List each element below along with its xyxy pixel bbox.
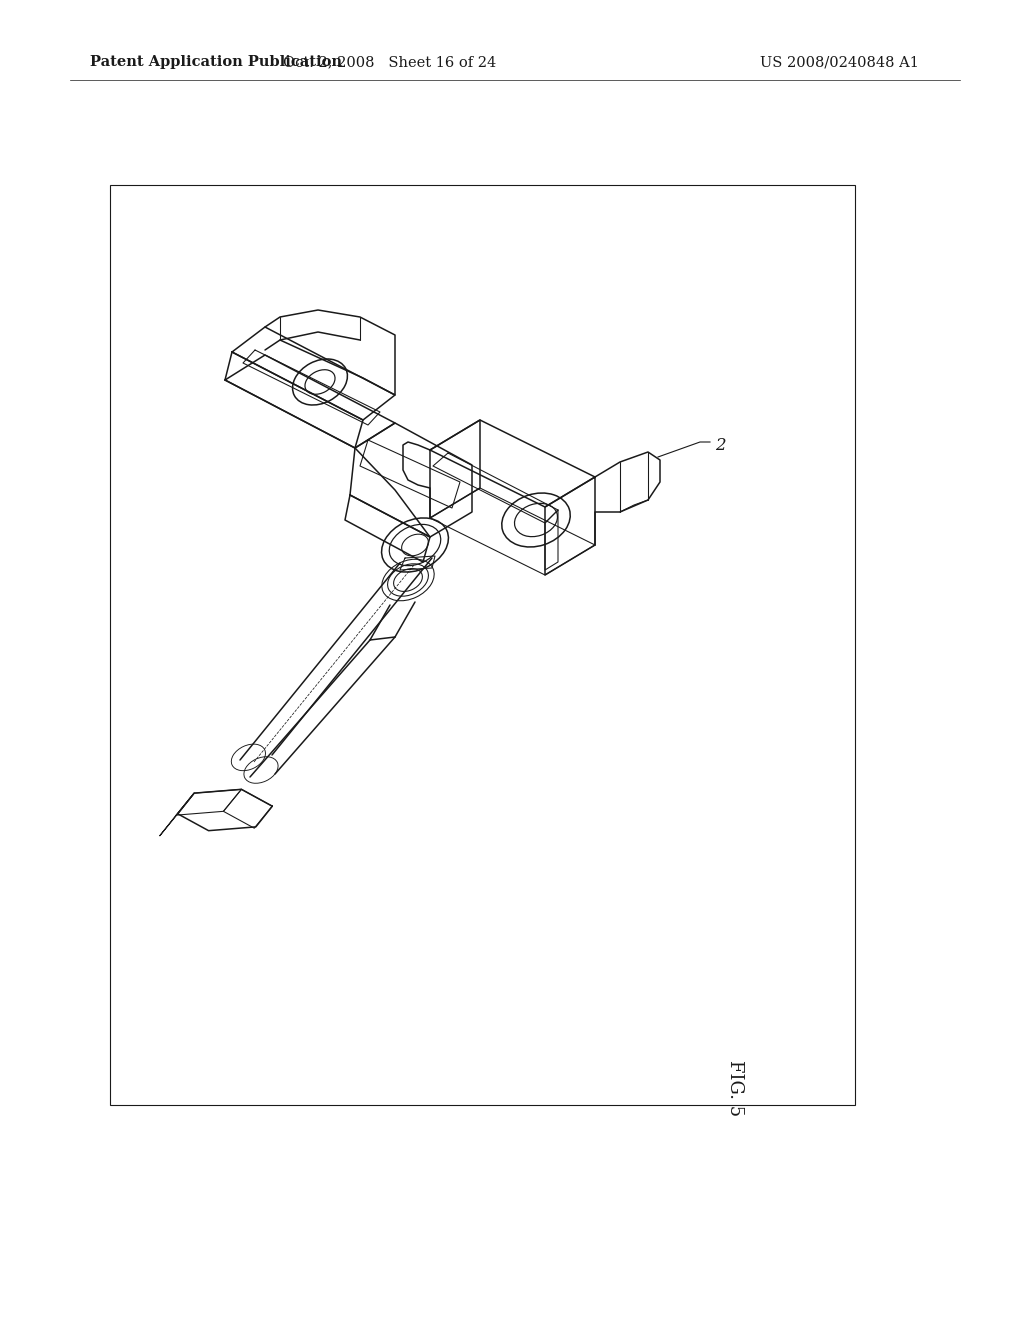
Text: Patent Application Publication: Patent Application Publication [90,55,342,69]
Text: FIG. 5: FIG. 5 [726,1060,744,1117]
Text: US 2008/0240848 A1: US 2008/0240848 A1 [760,55,919,69]
Text: Oct. 2, 2008   Sheet 16 of 24: Oct. 2, 2008 Sheet 16 of 24 [284,55,497,69]
Bar [110,185,855,1105]
Text: 2: 2 [715,437,726,454]
